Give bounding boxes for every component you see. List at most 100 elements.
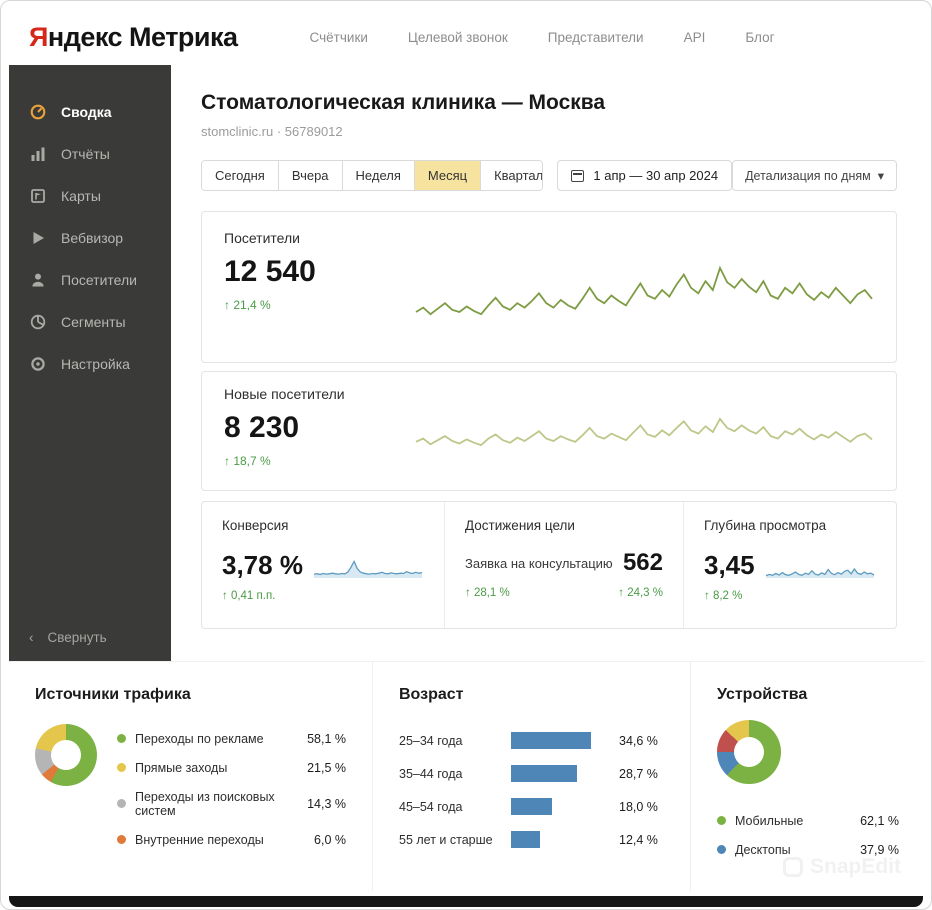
- legend-item: Переходы по рекламе 58,1 %: [117, 724, 346, 753]
- depth-value: 3,45: [704, 550, 755, 580]
- kpi-row: Конверсия 3,78 % ↑ 0,41 п.п. Достижения …: [201, 501, 897, 629]
- map-icon: [29, 187, 47, 205]
- detailing-dropdown[interactable]: Детализация по дням ▾: [732, 160, 897, 191]
- conversion-title: Конверсия: [222, 518, 289, 533]
- legend-item: Мобильные 62,1 %: [717, 806, 899, 835]
- tab-today[interactable]: Сегодня: [202, 161, 279, 190]
- legend-bullet-mobile: [717, 816, 726, 825]
- sidebar-item-settings[interactable]: Настройка: [9, 343, 171, 385]
- nav-representatives[interactable]: Представители: [547, 29, 644, 45]
- gear-icon: [29, 355, 47, 373]
- devices-section: Устройства Мобильные 62,1 % Десктопы 37,…: [690, 662, 925, 891]
- collapse-label: Свернуть: [47, 630, 107, 645]
- goals-title: Достижения цели: [465, 518, 575, 533]
- sidebar-item-label: Сегменты: [61, 314, 126, 330]
- age-row: 55 лет и старше 12,4 %: [399, 831, 658, 848]
- segments-icon: [29, 313, 47, 331]
- sidebar-item-summary[interactable]: Сводка: [9, 91, 171, 133]
- new-visitors-card: Новые посетители 8 230 ↑ 18,7 %: [201, 371, 897, 491]
- bottom-window-edge: [9, 896, 923, 907]
- legend-bullet-search: [117, 799, 126, 808]
- chevron-left-icon: ‹: [29, 630, 34, 645]
- period-controls: Сегодня Вчера Неделя Месяц Квартал Год 1…: [201, 160, 897, 191]
- depth-sparkline: [764, 543, 876, 581]
- sidebar-item-label: Вебвизор: [61, 230, 124, 246]
- detailing-label: Детализация по дням: [745, 168, 871, 183]
- visitors-change: ↑ 21,4 %: [224, 298, 271, 312]
- sidebar-collapse-button[interactable]: ‹ Свернуть: [29, 630, 107, 645]
- legend-item: Десктопы 37,9 %: [717, 835, 899, 864]
- visitors-line-chart: [414, 230, 874, 348]
- legend-bullet-internal: [117, 835, 126, 844]
- goal-change-left: ↑ 28,1 %: [465, 587, 510, 599]
- tab-quarter[interactable]: Квартал: [481, 161, 543, 190]
- legend-item: Внутренние переходы 6,0 %: [117, 825, 346, 854]
- legend-item: Переходы из поисковых систем 14,3 %: [117, 782, 346, 825]
- depth-title: Глубина просмотра: [704, 518, 827, 533]
- devices-donut-chart: [717, 720, 781, 784]
- age-bar: [511, 765, 578, 782]
- yandex-metrica-logo[interactable]: Яндекс Метрика: [29, 22, 238, 53]
- sidebar-item-label: Сводка: [61, 104, 112, 120]
- sidebar-item-visitors[interactable]: Посетители: [9, 259, 171, 301]
- bottom-widgets: Источники трафика Переходы по рекламе 58…: [9, 661, 925, 891]
- chevron-down-icon: ▾: [877, 169, 884, 183]
- top-navigation: Счётчики Целевой звонок Представители AP…: [310, 30, 775, 45]
- conversion-value: 3,78 %: [222, 550, 303, 580]
- age-row: 25–34 года 34,6 %: [399, 732, 658, 749]
- sidebar-item-label: Отчёты: [61, 146, 110, 162]
- calendar-icon: [571, 169, 585, 182]
- age-bar-chart: 25–34 года 34,6 % 35–44 года 28,7 % 45–5…: [399, 724, 664, 856]
- bar-chart-icon: [29, 145, 47, 163]
- nav-counters[interactable]: Счётчики: [309, 29, 368, 45]
- conversion-sparkline: [312, 543, 424, 581]
- conversion-card: Конверсия 3,78 % ↑ 0,41 п.п.: [202, 502, 444, 628]
- nav-target-call[interactable]: Целевой звонок: [407, 29, 508, 45]
- visitors-value: 12 540: [224, 255, 316, 288]
- sidebar-item-maps[interactable]: Карты: [9, 175, 171, 217]
- legend-bullet-direct: [117, 763, 126, 772]
- period-tabs: Сегодня Вчера Неделя Месяц Квартал Год: [201, 160, 544, 191]
- date-range-label: 1 апр — 30 апр 2024: [593, 168, 719, 183]
- logo-rest: ндекс Метрика: [47, 21, 238, 52]
- new-visitors-change: ↑ 18,7 %: [224, 454, 271, 468]
- traffic-sources-section: Источники трафика Переходы по рекламе 58…: [9, 662, 372, 891]
- traffic-sources-title: Источники трафика: [35, 686, 191, 703]
- counter-info: stomclinic.ru · 56789012: [201, 124, 343, 139]
- age-bar: [511, 798, 553, 815]
- legend-bullet-ads: [117, 734, 126, 743]
- sidebar-item-webvisor[interactable]: Вебвизор: [9, 217, 171, 259]
- goal-value: 562: [622, 549, 663, 576]
- logo-letter-ya: Я: [29, 21, 48, 52]
- goal-name: Заявка на консультацию: [465, 555, 613, 571]
- play-icon: [29, 229, 47, 247]
- age-bar: [511, 831, 540, 848]
- new-visitors-line-chart: [414, 386, 874, 476]
- nav-blog[interactable]: Блог: [745, 29, 775, 45]
- main-panel: Стоматологическая клиника — Москва stomc…: [171, 65, 925, 661]
- devices-legend: Мобильные 62,1 % Десктопы 37,9 %: [717, 806, 899, 864]
- date-range-button[interactable]: 1 апр — 30 апр 2024: [557, 160, 733, 191]
- age-row: 35–44 года 28,7 %: [399, 765, 658, 782]
- visitors-card: Посетители 12 540 ↑ 21,4 %: [201, 211, 897, 363]
- sidebar-item-segments[interactable]: Сегменты: [9, 301, 171, 343]
- new-visitors-value: 8 230: [224, 411, 300, 444]
- sidebar-item-label: Настройка: [61, 356, 130, 372]
- sidebar: Сводка Отчёты Карты Вебвизор: [9, 65, 171, 661]
- depth-change: ↑ 8,2 %: [704, 590, 743, 602]
- gauge-icon: [29, 103, 47, 121]
- sidebar-item-reports[interactable]: Отчёты: [9, 133, 171, 175]
- nav-api[interactable]: API: [683, 29, 706, 45]
- page-title: Стоматологическая клиника — Москва: [201, 91, 606, 114]
- visitors-title: Посетители: [224, 230, 300, 246]
- tab-week[interactable]: Неделя: [342, 161, 415, 190]
- legend-item: Прямые заходы 21,5 %: [117, 753, 346, 782]
- traffic-legend: Переходы по рекламе 58,1 % Прямые заходы…: [117, 724, 346, 854]
- goal-change-right: ↑ 24,3 %: [618, 587, 663, 599]
- tab-month[interactable]: Месяц: [414, 161, 482, 190]
- age-row: 45–54 года 18,0 %: [399, 798, 658, 815]
- sidebar-item-label: Карты: [61, 188, 101, 204]
- tab-yesterday[interactable]: Вчера: [278, 161, 343, 190]
- depth-card: Глубина просмотра 3,45 ↑ 8,2 %: [684, 502, 896, 628]
